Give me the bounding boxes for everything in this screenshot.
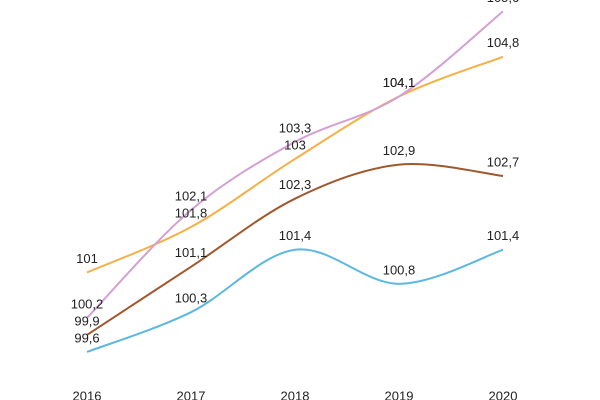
data-label: 100,2 — [71, 296, 104, 311]
data-label: 104,1 — [383, 75, 416, 90]
data-label: 101 — [76, 251, 98, 266]
x-tick-label: 2016 — [73, 388, 102, 400]
data-label: 102,7 — [487, 154, 520, 169]
data-label: 101,4 — [279, 228, 312, 243]
data-label: 99,6 — [74, 330, 99, 345]
line — [86, 55, 504, 274]
data-label: 103,3 — [279, 120, 312, 135]
data-label: 103 — [284, 137, 306, 152]
data-label: 100,8 — [383, 262, 416, 277]
data-label: 101,4 — [487, 228, 520, 243]
x-tick-label: 2018 — [281, 388, 310, 400]
data-label: 102,1 — [175, 188, 208, 203]
data-label: 99,9 — [74, 313, 99, 328]
data-label: 102,9 — [383, 143, 416, 158]
data-label: 105,6 — [487, 0, 520, 5]
line — [86, 162, 504, 336]
x-tick-label: 2017 — [177, 388, 206, 400]
x-tick-label: 2020 — [489, 388, 518, 400]
line — [86, 248, 504, 353]
line — [86, 10, 504, 319]
data-label: 104,1 — [383, 75, 416, 90]
data-label: 101,8 — [175, 205, 208, 220]
data-label: 104,8 — [487, 35, 520, 50]
data-label: 102,3 — [279, 177, 312, 192]
data-label: 101,1 — [175, 245, 208, 260]
x-tick-label: 2019 — [385, 388, 414, 400]
data-label: 100,3 — [175, 291, 208, 306]
